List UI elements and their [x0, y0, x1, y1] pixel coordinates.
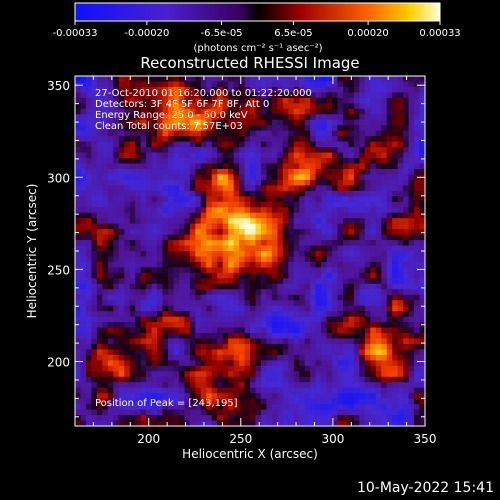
footer-date: 10-May-2022 15:41 — [356, 480, 494, 496]
colorbar-unit-label: (photons cm⁻² s⁻¹ asec⁻²) — [193, 43, 322, 54]
chart-title: Reconstructed RHESSI Image — [140, 54, 359, 72]
axes: 200 250 300 350 200 250 300 350 — [47, 76, 436, 446]
x-axis-label: Heliocentric X (arcsec) — [182, 447, 318, 461]
x-tick-label: 250 — [229, 432, 252, 446]
energy-range: Energy Range: 25.0 - 50.0 keV — [95, 110, 248, 121]
y-tick-label: 250 — [47, 263, 70, 277]
y-axis-label: Heliocentric Y (arcsec) — [25, 184, 39, 319]
y-tick-label: 300 — [47, 171, 70, 185]
colorbar-ticks: -0.00033 -0.00020 -6.5e-05 6.5e-05 0.00020 0.… — [53, 21, 461, 39]
peak-position: Position of Peak = [243,195] — [95, 398, 238, 409]
colorbar-tick-label: 6.5e-05 — [274, 28, 312, 39]
heatmap-image — [75, 76, 426, 427]
x-tick-label: 300 — [321, 432, 344, 446]
colorbar — [74, 2, 441, 22]
colorbar-tick-label: 0.00020 — [347, 28, 388, 39]
colorbar-tick-label: -0.00033 — [53, 28, 98, 39]
colorbar-tick-label: -6.5e-05 — [201, 28, 243, 39]
x-tick-label: 350 — [414, 432, 437, 446]
x-tick-label: 200 — [137, 432, 160, 446]
detectors-info: Detectors: 3F 4F 5F 6F 7F 8F, Att 0 — [95, 99, 270, 110]
clean-counts: Clean Total counts: 7.57E+03 — [95, 121, 243, 132]
y-tick-label: 200 — [47, 356, 70, 370]
y-tick-label: 350 — [47, 79, 70, 93]
colorbar-tick-label: -0.00020 — [124, 28, 169, 39]
time-range: 27-Oct-2010 01:16:20.000 to 01:22:20.000 — [95, 88, 312, 99]
colorbar-tick-label: 0.00033 — [419, 28, 460, 39]
